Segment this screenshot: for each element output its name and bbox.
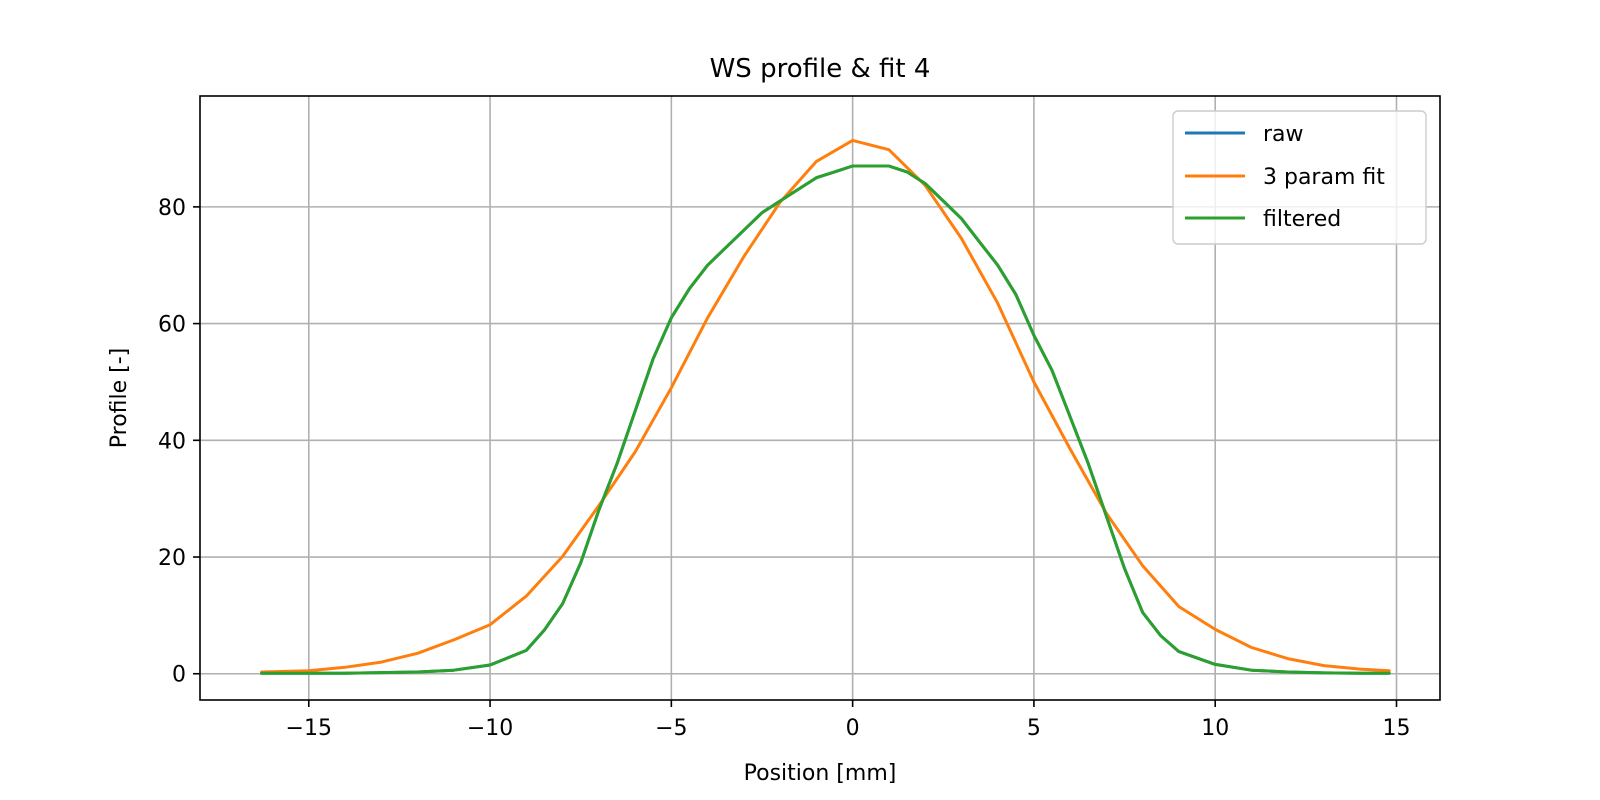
y-axis-label: Profile [-] [107, 348, 132, 449]
x-tick-label: 15 [1382, 716, 1410, 741]
plot-frame [199, 95, 1441, 701]
y-tick-label: 80 [158, 196, 186, 221]
x-tick-label: −15 [286, 716, 332, 741]
legend-label-3-param-fit: 3 param fit [1263, 165, 1385, 190]
x-axis-label: Position [mm] [744, 761, 897, 786]
grid [200, 96, 1440, 700]
legend: raw 3 param fit filtered [1172, 110, 1427, 245]
x-tick-label: 0 [846, 716, 860, 741]
x-tick-label: 5 [1027, 716, 1041, 741]
series-layer [260, 138, 1391, 675]
y-tick-label: 40 [158, 429, 186, 454]
legend-box [1172, 110, 1427, 245]
x-tick-label: −10 [467, 716, 513, 741]
chart-title: WS profile & fit 4 [710, 54, 931, 84]
y-tick-label: 0 [172, 663, 186, 688]
y-tick-label: 20 [158, 546, 186, 571]
legend-label-filtered: filtered [1263, 207, 1341, 232]
series-line-filtered [260, 164, 1391, 675]
x-tick-label: 10 [1201, 716, 1229, 741]
series-line-3-param-fit [260, 138, 1391, 674]
y-tick-label: 60 [158, 313, 186, 338]
legend-label-raw: raw [1263, 122, 1304, 147]
x-tick-label: −5 [655, 716, 687, 741]
ticks: −15 −10 −5 0 5 10 15 0 20 40 60 80 [158, 196, 1410, 741]
